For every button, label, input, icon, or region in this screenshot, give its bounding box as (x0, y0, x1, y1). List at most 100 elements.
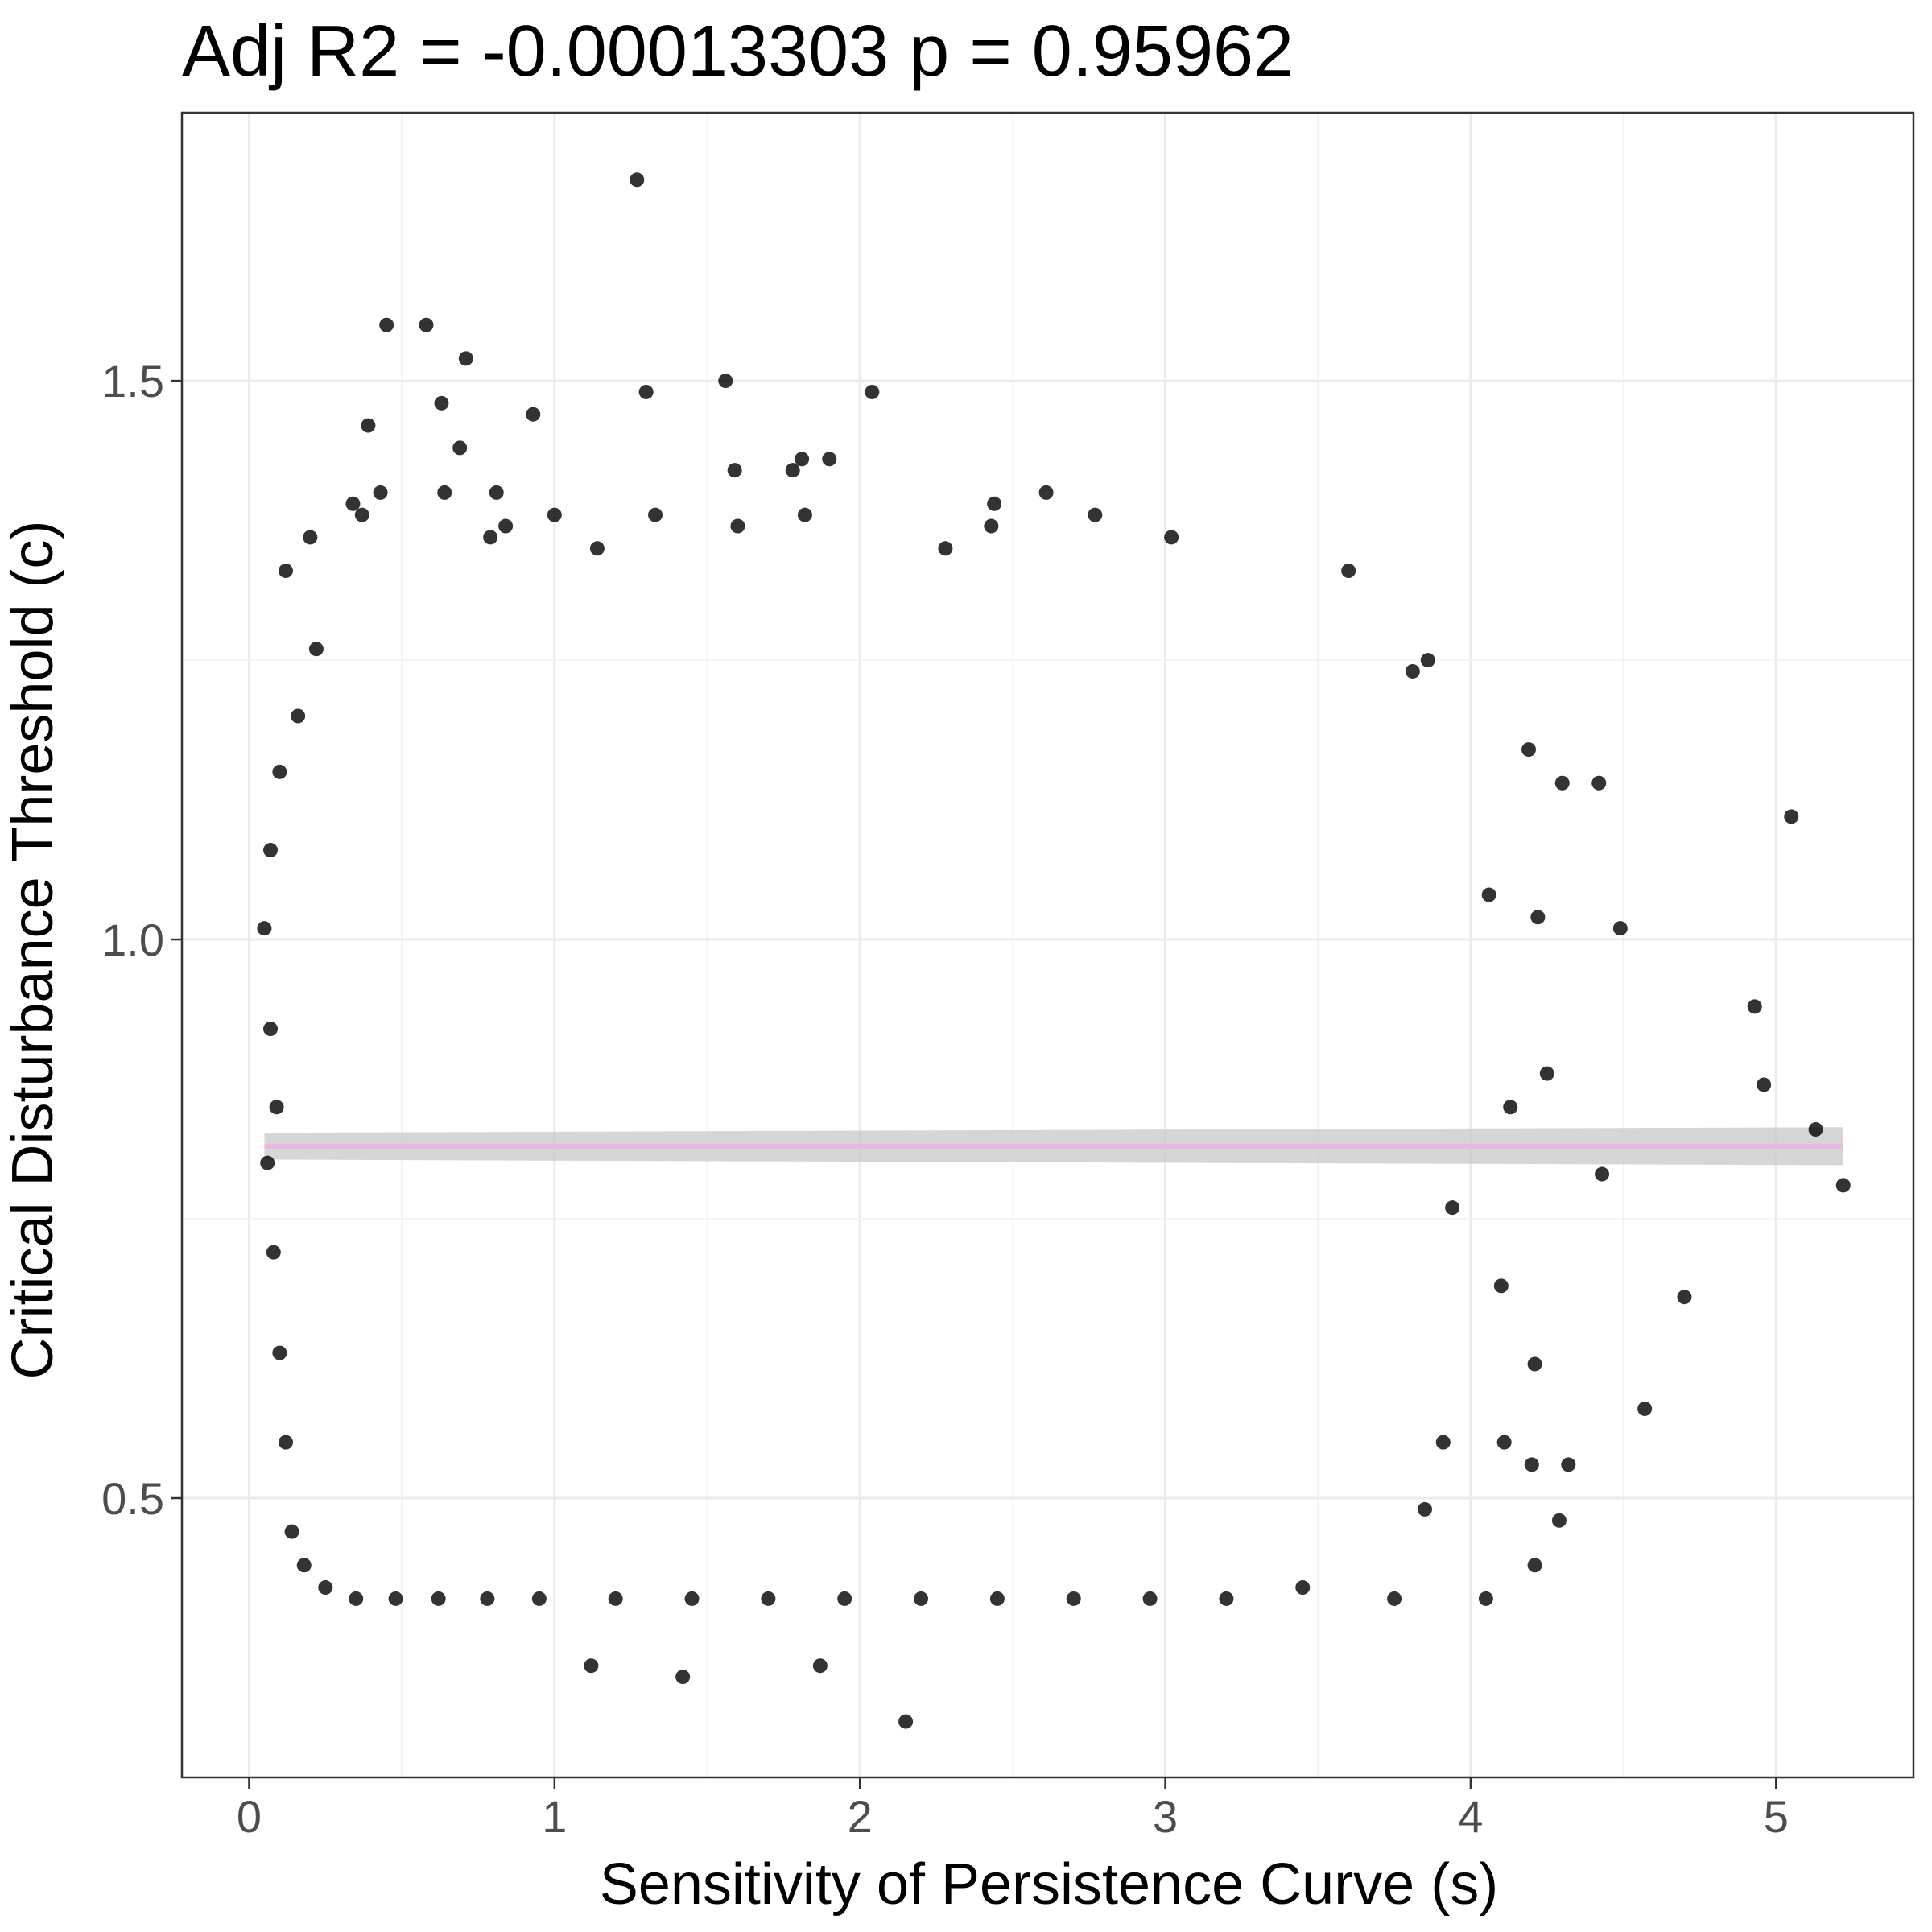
data-point (1088, 507, 1103, 522)
data-point (1445, 1200, 1460, 1216)
data-point (589, 541, 605, 556)
data-point (1341, 564, 1356, 579)
data-point (266, 1245, 281, 1260)
data-point (349, 1591, 364, 1606)
data-point (498, 518, 514, 534)
data-point (1784, 809, 1799, 824)
data-point (1835, 1178, 1851, 1193)
data-point (812, 1658, 828, 1674)
data-point (718, 374, 733, 389)
data-point (1554, 775, 1570, 791)
data-point (1530, 910, 1546, 925)
data-point (1066, 1591, 1081, 1606)
data-point (675, 1670, 691, 1685)
data-point (547, 507, 562, 522)
x-tick-label: 4 (1458, 1791, 1483, 1842)
data-point (1808, 1122, 1823, 1137)
axis-ticks: 0 1 2 3 4 5 0.5 1.0 1.5 (101, 356, 1789, 1842)
data-point (345, 496, 361, 511)
data-point (458, 351, 473, 366)
data-point (1481, 887, 1496, 902)
data-point (1612, 921, 1628, 936)
grid (182, 113, 1913, 1778)
data-point (354, 507, 369, 522)
data-point (837, 1591, 852, 1606)
data-point (272, 1345, 287, 1360)
data-point (785, 463, 800, 478)
data-point (1038, 485, 1054, 500)
data-point (1539, 1066, 1554, 1081)
data-point (1595, 1166, 1610, 1182)
data-point (630, 172, 645, 188)
data-point (795, 452, 810, 467)
data-point (263, 843, 279, 858)
x-tick-label: 1 (542, 1791, 567, 1842)
plot-panel-border (180, 111, 1915, 1779)
data-point (480, 1591, 495, 1606)
data-point (1493, 1278, 1509, 1294)
data-point (638, 384, 654, 399)
data-point (278, 1435, 293, 1450)
x-tick-label: 2 (848, 1791, 873, 1842)
data-point (431, 1591, 446, 1606)
data-point (648, 507, 663, 522)
y-tick-label: 0.5 (101, 1473, 164, 1524)
data-point (526, 407, 541, 422)
data-point (278, 564, 293, 579)
data-point (272, 764, 287, 779)
data-point (938, 541, 953, 556)
data-point (434, 395, 449, 411)
data-point (269, 1100, 284, 1115)
data-point (898, 1714, 914, 1729)
data-point (296, 1558, 312, 1573)
x-axis-title: Sensitivity of Persistence Curve (s) (600, 1852, 1498, 1917)
data-point (1551, 1513, 1567, 1528)
data-points (257, 172, 1851, 1729)
data-point (531, 1591, 547, 1606)
data-point (1591, 775, 1607, 791)
data-point (1142, 1591, 1158, 1606)
data-point (1405, 663, 1420, 679)
data-point (388, 1591, 403, 1606)
data-point (260, 1155, 275, 1170)
data-point (489, 485, 504, 500)
data-point (1503, 1100, 1518, 1115)
data-point (1637, 1401, 1653, 1416)
y-tick-label: 1.5 (101, 356, 164, 407)
data-point (361, 418, 376, 433)
data-point (1527, 1356, 1542, 1372)
data-point (263, 1022, 279, 1037)
data-point (865, 384, 880, 399)
data-point (1527, 1558, 1542, 1573)
data-point (483, 530, 498, 545)
data-point (984, 518, 999, 534)
data-point (318, 1580, 333, 1596)
data-point (303, 530, 318, 545)
chart-title: Adj R2 = -0.00013303 p = 0.95962 (182, 11, 1294, 92)
data-point (379, 317, 394, 332)
data-point (608, 1591, 623, 1606)
data-point (684, 1591, 700, 1606)
data-point (291, 708, 306, 724)
y-axis-title: Critical Disturbance Threshold (c) (1, 520, 65, 1379)
data-point (419, 317, 434, 332)
x-tick-label: 5 (1764, 1791, 1789, 1842)
data-point (1418, 1501, 1433, 1517)
data-point (987, 496, 1002, 511)
data-point (727, 463, 742, 478)
data-point (989, 1591, 1005, 1606)
data-point (1677, 1290, 1692, 1305)
data-point (1420, 653, 1435, 668)
data-point (308, 642, 324, 657)
data-point (1295, 1580, 1311, 1596)
data-point (452, 440, 468, 456)
data-point (797, 507, 812, 522)
data-point (257, 921, 272, 936)
data-point (1478, 1591, 1493, 1606)
data-point (1435, 1435, 1451, 1450)
x-tick-label: 0 (237, 1791, 262, 1842)
data-point (284, 1524, 299, 1539)
data-point (1524, 1457, 1539, 1472)
